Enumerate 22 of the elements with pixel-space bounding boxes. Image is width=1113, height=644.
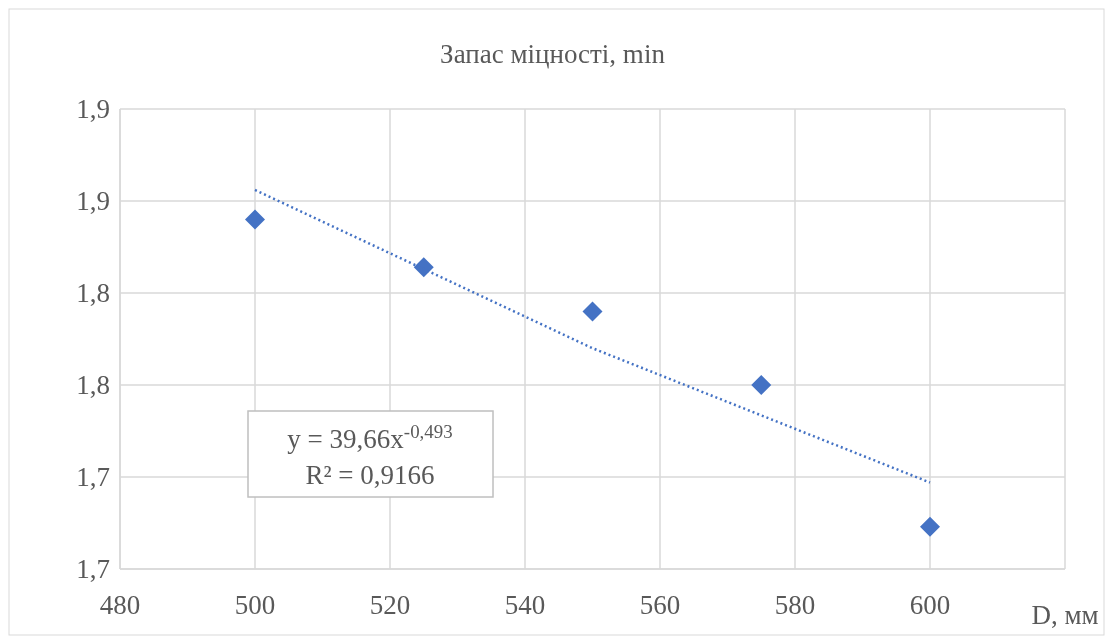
annotation: y = 39,66x$^{-0,493}$ [287, 420, 453, 454]
x-tick-label: 480 [99, 590, 141, 620]
x-tick-label: 540 [504, 590, 546, 620]
annotation: R² = 0,9166 [305, 460, 435, 490]
y-tick-label: 1,8 [76, 370, 110, 401]
chart-title: Запас міцності, min [440, 39, 666, 69]
point [751, 375, 772, 395]
y-tick-label: 1,9 [76, 186, 110, 217]
y-tick-label: 1,9 [76, 94, 110, 125]
point [920, 516, 940, 537]
y-tick-label: 1,7 [76, 462, 110, 493]
x-tick-label: 580 [774, 590, 816, 620]
point [413, 257, 434, 278]
x-axis-title: D, мм [1031, 600, 1099, 630]
point [245, 209, 265, 230]
x-tick-label: 500 [234, 590, 276, 620]
y-tick-label: 1,8 [76, 278, 110, 309]
x-tick-label: 600 [909, 590, 951, 620]
point [582, 301, 603, 322]
y-tick-label: 1,7 [76, 554, 110, 585]
x-tick-label: 520 [369, 590, 411, 620]
x-tick-label: 560 [639, 590, 681, 620]
